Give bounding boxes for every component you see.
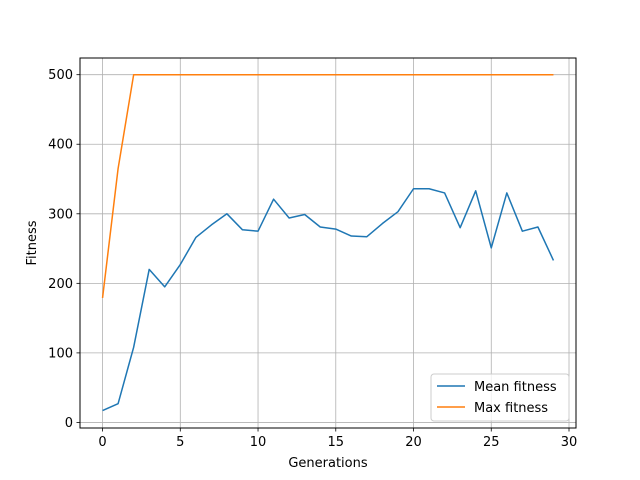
- plot-frame: [79, 57, 577, 429]
- x-tick-label: 25: [483, 435, 500, 450]
- x-tick-label: 15: [328, 435, 345, 450]
- x-axis-label: Generations: [288, 456, 368, 471]
- y-tick-label: 0: [65, 416, 73, 431]
- mean-fitness-line: [102, 188, 555, 412]
- x-tick-label: 10: [250, 435, 267, 450]
- y-tick-label: 400: [48, 138, 73, 153]
- y-tick-label: 100: [48, 346, 73, 361]
- legend: Mean fitness Max fitness: [430, 373, 570, 422]
- series-lines: [101, 73, 555, 412]
- x-tick-label: 0: [98, 435, 106, 450]
- y-axis-label: Fitness: [25, 220, 40, 265]
- legend-box: [430, 373, 570, 422]
- x-tick-label: 20: [405, 435, 422, 450]
- grid: [80, 58, 576, 428]
- y-tick-label: 200: [48, 277, 73, 292]
- x-tick-label: 30: [561, 435, 578, 450]
- y-tick-label: 500: [48, 68, 73, 83]
- x-tick-label: 5: [176, 435, 184, 450]
- legend-label-max-fitness: Max fitness: [474, 401, 548, 416]
- legend-label-mean-fitness: Mean fitness: [474, 380, 557, 395]
- y-tick-label: 300: [48, 207, 73, 222]
- max-fitness-line: [101, 73, 554, 299]
